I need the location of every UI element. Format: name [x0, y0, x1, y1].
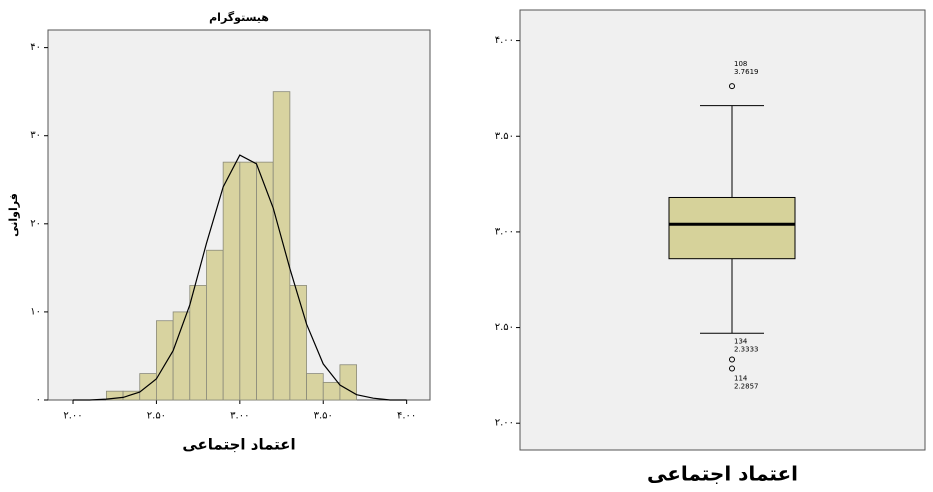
y-tick-label: ۱۰: [30, 306, 41, 317]
x-tick-label: ۲.۵۰: [147, 411, 166, 422]
outlier-value: 3.7619: [734, 68, 759, 76]
bar: [306, 373, 324, 401]
y-tick-label: ۳.۰۰: [495, 226, 514, 237]
bar: [322, 381, 341, 401]
outlier-id: 108: [734, 60, 747, 68]
box: [668, 196, 796, 260]
y-tick-label: ۳۰: [30, 130, 41, 141]
bar: [189, 285, 207, 401]
outlier-value: 2.2857: [734, 383, 759, 391]
outlier: [729, 356, 735, 363]
x-axis-label: اعتماد اجتماعی: [647, 462, 798, 486]
outlier-id: 134: [734, 337, 748, 345]
bar: [239, 161, 257, 401]
x-tick-label: ۴.۰۰: [397, 411, 416, 422]
x-tick-label: ۳.۰۰: [230, 411, 249, 422]
outlier-value: 2.3333: [734, 345, 759, 353]
outlier: [729, 365, 735, 372]
bar: [156, 320, 174, 401]
bar: [139, 373, 157, 401]
bar: [172, 311, 191, 401]
chart-title: هیستوگرام: [209, 11, 269, 24]
y-axis-label: فراوانی: [7, 193, 20, 237]
x-tick-label: ۳.۵۰: [314, 411, 333, 422]
density-curve: [73, 154, 407, 401]
y-tick-label: ۴۰: [30, 42, 41, 53]
bar: [339, 364, 358, 401]
y-tick-label: ۰: [36, 395, 41, 406]
outlier-id: 114: [734, 375, 748, 383]
y-tick-label: ۴.۰۰: [495, 35, 514, 46]
x-axis-label: اعتماد اجتماعی: [182, 436, 295, 454]
x-tick-label: ۲.۰۰: [63, 411, 82, 422]
bar: [256, 161, 274, 401]
y-tick-label: ۲۰: [30, 218, 41, 229]
bar: [289, 285, 307, 401]
bar: [206, 249, 224, 401]
y-tick-label: ۲.۰۰: [495, 418, 514, 429]
outlier: [729, 83, 735, 90]
bar: [222, 161, 241, 401]
y-tick-label: ۳.۵۰: [495, 131, 514, 142]
bar: [272, 91, 291, 401]
y-tick-label: ۲.۵۰: [495, 322, 514, 333]
